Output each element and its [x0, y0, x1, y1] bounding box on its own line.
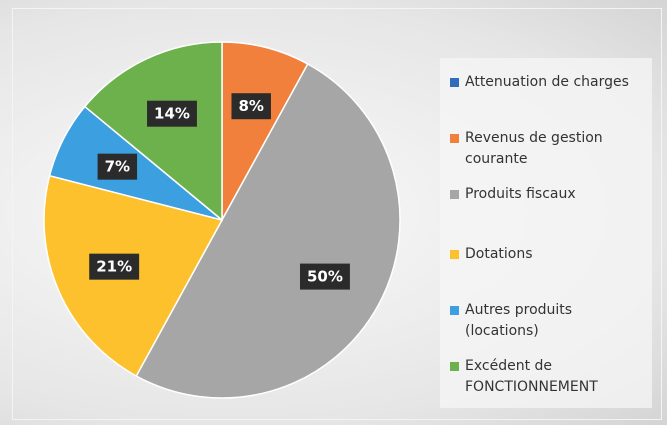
data-label: 21%	[89, 253, 140, 280]
legend-swatch	[450, 362, 459, 371]
data-label-box	[231, 93, 271, 120]
legend-swatch	[450, 190, 459, 199]
legend-swatch	[450, 306, 459, 315]
legend-item: Excédent de FONCTIONNEMENT	[450, 356, 645, 398]
data-label-text: 8%	[238, 97, 263, 115]
legend-swatch	[450, 78, 459, 87]
legend-label: Autres produits (locations)	[465, 302, 573, 339]
data-label: 14%	[147, 100, 197, 127]
data-label: 50%	[299, 263, 350, 290]
plot-frame	[12, 8, 662, 420]
data-label-box	[97, 153, 138, 180]
legend-item: Produits fiscaux	[450, 184, 645, 205]
data-label-text: 21%	[96, 258, 132, 276]
legend-swatch	[450, 134, 459, 143]
pie-slice	[135, 62, 401, 399]
data-label-box	[147, 100, 197, 127]
legend-item: Revenus de gestion courante	[450, 128, 645, 170]
data-label: 8%	[231, 93, 271, 120]
legend: Attenuation de charges Revenus de gestion…	[440, 58, 652, 408]
pie-slice	[83, 41, 223, 222]
data-label-text: 7%	[105, 158, 130, 176]
data-label-text: 50%	[307, 268, 343, 286]
legend-label: Produits fiscaux	[465, 186, 576, 202]
legend-label: Dotations	[465, 246, 533, 262]
legend-swatch	[450, 250, 459, 259]
data-label-box	[89, 253, 140, 280]
legend-label: Revenus de gestion courante	[465, 130, 603, 167]
data-label: 7%	[97, 153, 138, 180]
data-label-text: 14%	[154, 105, 190, 123]
legend-item: Dotations	[450, 244, 645, 265]
legend-label: Excédent de FONCTIONNEMENT	[465, 358, 598, 395]
legend-item: Attenuation de charges	[450, 72, 645, 93]
data-label-box	[299, 263, 350, 290]
legend-label: Attenuation de charges	[465, 74, 629, 90]
legend-item: Autres produits (locations)	[450, 300, 645, 342]
pie-slice	[221, 41, 309, 221]
